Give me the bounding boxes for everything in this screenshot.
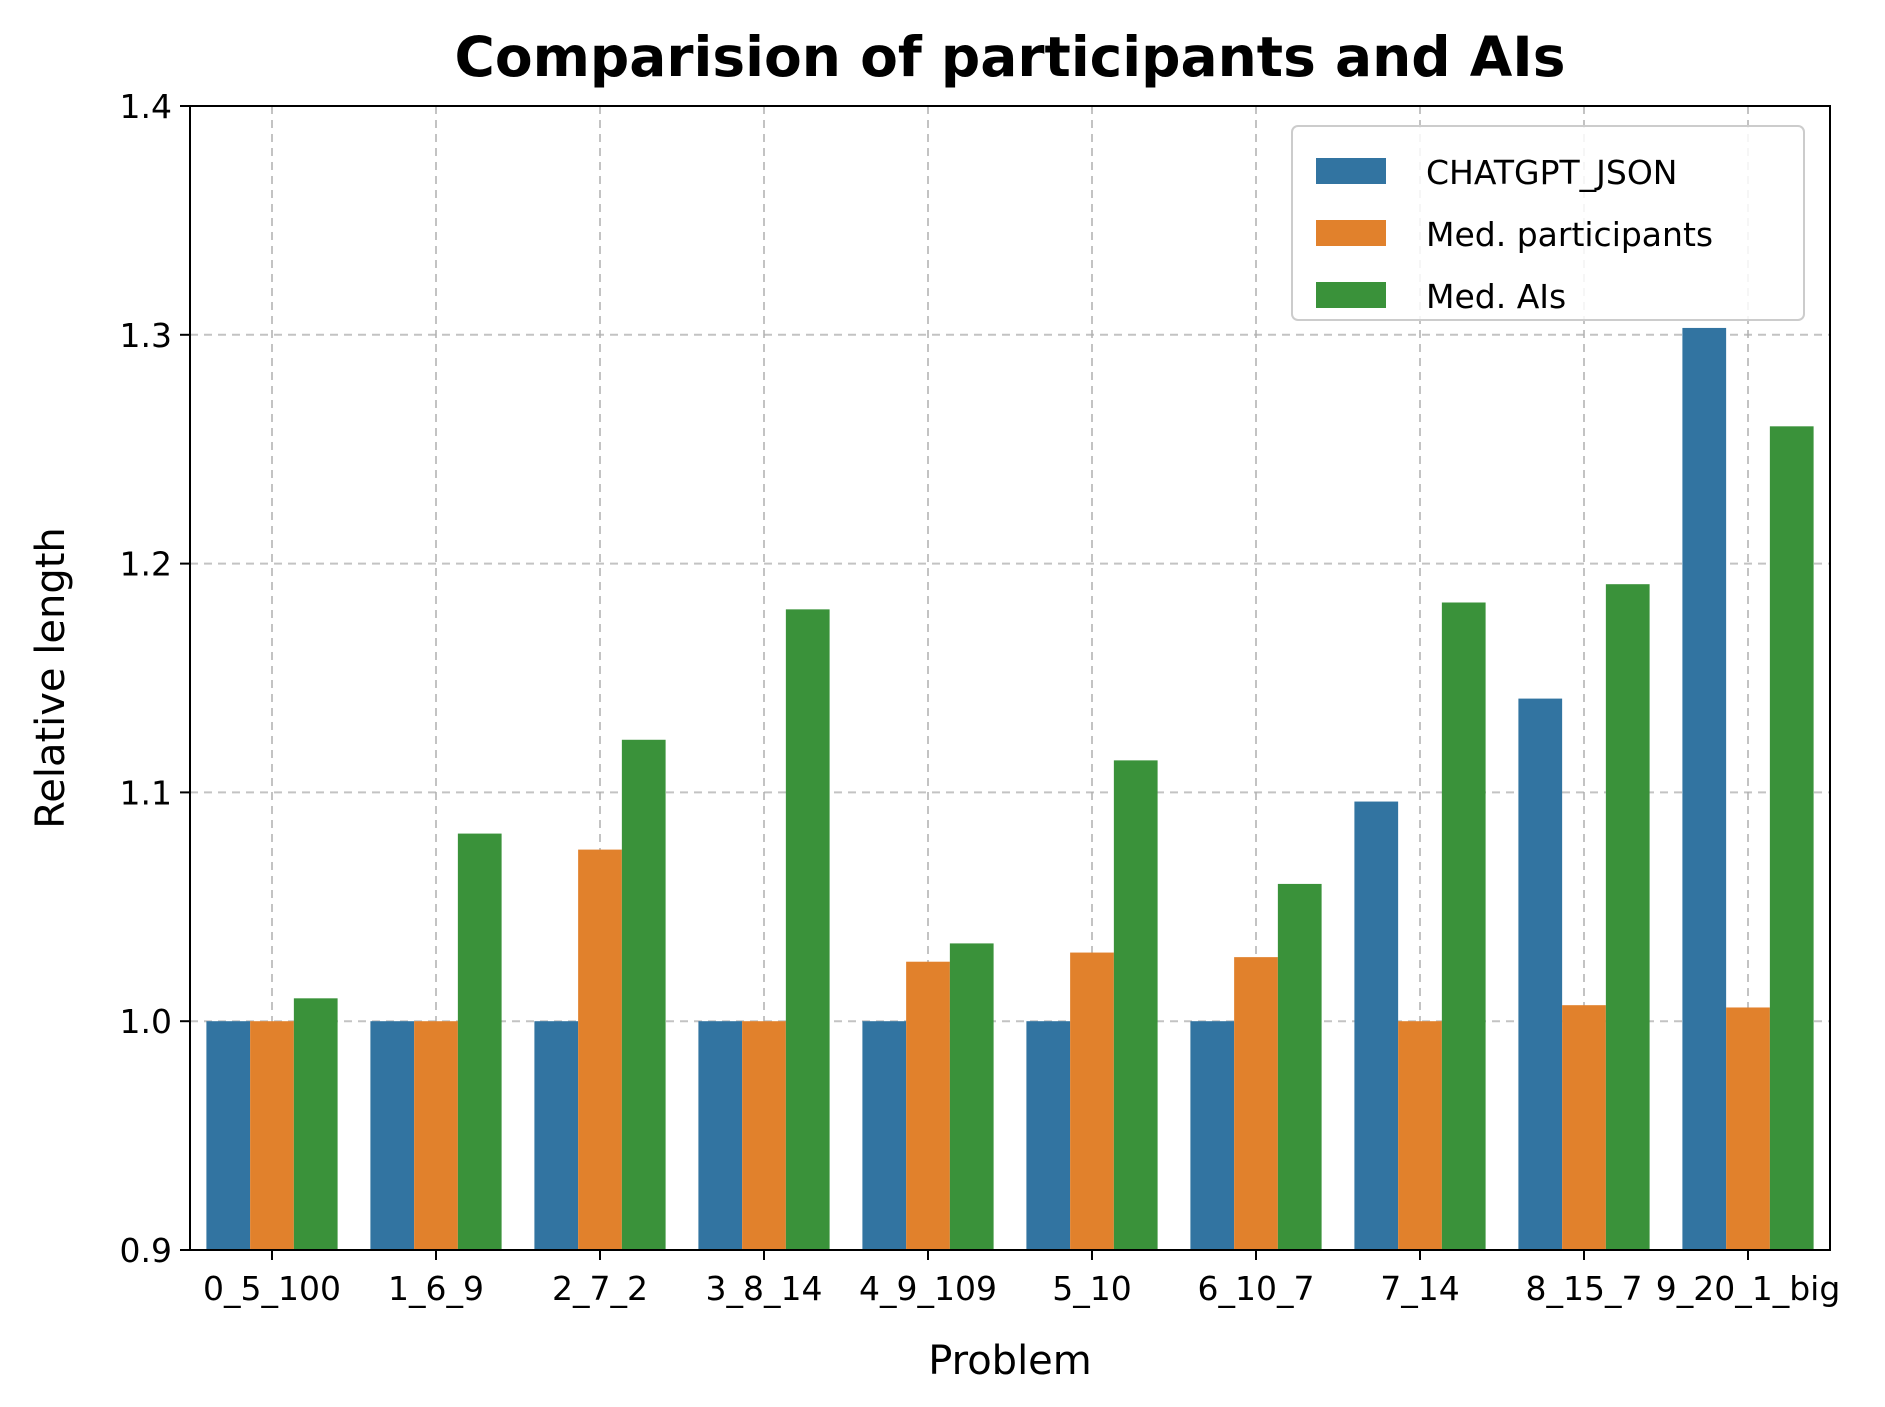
bar-med-ais-0_5_100	[293, 998, 338, 1250]
x-tick-label: 0_5_100	[203, 1269, 341, 1308]
x-tick-label: 3_8_14	[706, 1269, 823, 1308]
y-tick-label: 1.0	[120, 1002, 172, 1041]
legend-swatch	[1316, 282, 1386, 308]
bar-chatgpt-json-1_6_9	[370, 1021, 415, 1250]
bar-med-ais-6_10_7	[1277, 883, 1322, 1250]
y-axis-label: Relative length	[28, 527, 74, 829]
bar-med-participants-1_6_9	[414, 1021, 458, 1250]
x-tick-label: 5_10	[1052, 1269, 1132, 1308]
bar-chatgpt-json-2_7_2	[534, 1021, 579, 1250]
legend-swatch	[1316, 220, 1386, 246]
y-tick-label: 0.9	[120, 1231, 172, 1270]
bar-med-ais-3_8_14	[785, 609, 830, 1250]
bar-chatgpt-json-7_14	[1354, 801, 1399, 1250]
chart-title: Comparision of participants and AIs	[454, 25, 1565, 89]
x-tick-label: 7_14	[1380, 1269, 1460, 1308]
bar-med-participants-7_14	[1398, 1021, 1442, 1250]
x-axis-label: Problem	[928, 1338, 1092, 1384]
legend-box	[1291, 125, 1805, 321]
bar-med-participants-9_20_1_big	[1726, 1007, 1770, 1250]
legend-label: CHATGPT_JSON	[1426, 153, 1678, 192]
y-tick-label: 1.2	[120, 545, 172, 584]
x-tick-label: 6_10_7	[1198, 1269, 1315, 1308]
legend: CHATGPT_JSON Med. participants Med. AIs	[1291, 125, 1805, 321]
x-tick-label: 1_6_9	[388, 1269, 484, 1308]
bar-med-participants-0_5_100	[250, 1021, 294, 1250]
bars-layer	[206, 327, 1814, 1250]
bar-med-ais-8_15_7	[1605, 584, 1650, 1250]
bar-chatgpt-json-8_15_7	[1518, 698, 1563, 1250]
y-tick-label: 1.4	[120, 87, 172, 126]
bar-chatgpt-json-5_10	[1026, 1021, 1071, 1250]
legend-label: Med. participants	[1426, 215, 1713, 254]
bar-med-ais-5_10	[1113, 760, 1158, 1250]
bar-chatgpt-json-3_8_14	[698, 1021, 743, 1250]
bar-med-participants-8_15_7	[1562, 1005, 1606, 1250]
bar-med-participants-2_7_2	[578, 849, 622, 1250]
bar-med-ais-9_20_1_big	[1769, 426, 1814, 1250]
bar-med-ais-1_6_9	[457, 833, 502, 1250]
plot-frame	[189, 105, 1831, 1251]
legend-label: Med. AIs	[1426, 277, 1566, 316]
x-tick-label: 2_7_2	[552, 1269, 648, 1308]
bar-chatgpt-json-9_20_1_big	[1682, 327, 1727, 1250]
bar-med-participants-6_10_7	[1234, 957, 1278, 1250]
x-tick-label: 4_9_109	[859, 1269, 997, 1308]
y-tick-label: 1.1	[120, 773, 172, 812]
bar-med-participants-4_9_109	[906, 961, 950, 1250]
x-tick-label: 9_20_1_big	[1656, 1269, 1841, 1308]
y-tick-label: 1.3	[120, 316, 172, 355]
bar-chatgpt-json-6_10_7	[1190, 1021, 1235, 1250]
bar-med-ais-7_14	[1441, 602, 1486, 1250]
bar-chatgpt-json-4_9_109	[862, 1021, 907, 1250]
bar-med-participants-5_10	[1070, 952, 1114, 1250]
legend-swatch	[1316, 158, 1386, 184]
bar-med-ais-2_7_2	[621, 739, 666, 1250]
bar-med-participants-3_8_14	[742, 1021, 786, 1250]
bar-med-ais-4_9_109	[949, 943, 994, 1250]
x-tick-label: 8_15_7	[1526, 1269, 1643, 1308]
bar-chatgpt-json-0_5_100	[206, 1021, 251, 1250]
ticks-layer: 0.9 1.0 1.1 1.2 1.3 1.4 0_5_100 1_6_9 2_7_2 3_8_1…	[120, 87, 1841, 1308]
